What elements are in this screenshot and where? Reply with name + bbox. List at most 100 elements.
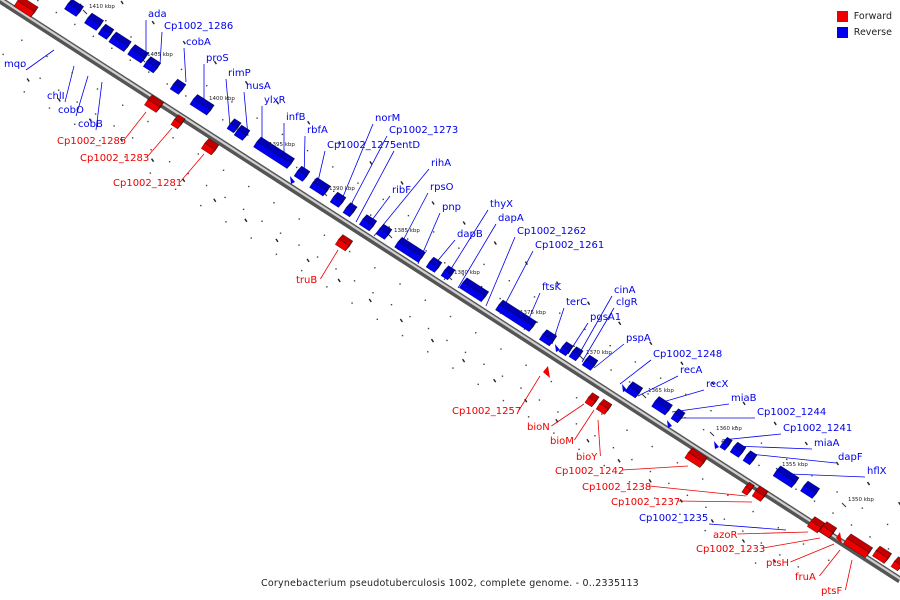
guide-dot (575, 423, 578, 425)
guide-dot (752, 510, 754, 513)
guide-dot (382, 198, 384, 201)
guide-dot (446, 339, 448, 342)
kbp-tick-label: 1395 kbp (269, 142, 295, 148)
leader-line (845, 559, 853, 591)
track-tick (586, 438, 590, 443)
guide-dot (802, 543, 805, 545)
track-tick (151, 20, 155, 25)
track-tick (430, 338, 435, 343)
guide-dot (828, 559, 830, 561)
guide-dot (92, 35, 95, 38)
guide-dot (758, 464, 760, 467)
guide-dot (113, 125, 115, 127)
guide-dot (452, 367, 454, 369)
guide-dot (174, 188, 177, 191)
gene-label-rpso: rpsO (430, 182, 454, 193)
guide-dot (679, 513, 681, 516)
guide-dot (475, 332, 477, 334)
guide-dot (388, 226, 390, 228)
kbp-tick-label: 1380 kbp (454, 270, 480, 276)
gene-label-cobb: cobB (78, 119, 103, 130)
guide-dot (261, 220, 263, 222)
leader-line (763, 537, 821, 549)
leader-line (789, 473, 866, 478)
guide-dot (813, 500, 816, 502)
kbp-tick-label: 1385 kbp (394, 228, 420, 234)
feature-face (375, 228, 389, 240)
guide-dot (702, 428, 705, 431)
guide-dot (594, 435, 596, 437)
guide-dot (200, 204, 202, 207)
gene-label-cp1002_1244: Cp1002_1244 (757, 407, 826, 418)
guide-dot (357, 182, 359, 184)
guide-dot (449, 315, 452, 318)
guide-dot (710, 409, 712, 412)
guide-dot (631, 458, 633, 461)
guide-dot (296, 166, 298, 169)
guide-dot (369, 214, 372, 216)
feature-face (772, 470, 796, 488)
leader-line (320, 249, 339, 280)
forward-gene-feature (584, 392, 600, 408)
gene-label-cp1002_1257: Cp1002_1257 (452, 406, 521, 417)
guide-dot (300, 269, 303, 272)
reverse-gene-feature (189, 94, 215, 116)
track-tick (399, 318, 403, 323)
guide-dot (306, 149, 309, 152)
guide-dot (573, 345, 575, 347)
kbp-tick-label: 1350 kbp (848, 497, 874, 503)
track-tick (648, 478, 652, 483)
feature-face (719, 441, 729, 451)
guide-dot (704, 529, 706, 532)
guide-dot (729, 546, 732, 548)
track-tick (369, 160, 373, 165)
track-tick (368, 298, 372, 303)
guide-dot (172, 137, 174, 139)
track-tick (244, 218, 248, 223)
gene-label-norm: norM (375, 113, 400, 124)
guide-dot (651, 445, 653, 448)
leader-line (64, 65, 75, 103)
guide-dot (121, 104, 124, 106)
guide-dot (124, 156, 126, 158)
guide-dot (129, 59, 131, 61)
track-tick (431, 201, 435, 205)
leader-line (619, 359, 652, 385)
gene-label-chli: chlI (47, 91, 65, 102)
track-tick (618, 321, 622, 326)
feature-face (584, 396, 596, 408)
reverse-gene-feature (440, 265, 456, 281)
guide-dot (298, 218, 300, 220)
feature-face (64, 3, 80, 17)
reverse-gene-feature (558, 341, 574, 357)
track-tick (649, 341, 653, 346)
leader-line (75, 75, 89, 117)
gene-label-biom: bioM (550, 436, 574, 447)
guide-dot (754, 562, 757, 564)
guide-dot (99, 139, 101, 142)
guide-dot (721, 440, 723, 443)
gene-label-dapb: dapB (457, 229, 483, 240)
reverse-gene-feature (329, 191, 347, 208)
guide-dot (250, 237, 252, 239)
guide-dot (149, 172, 152, 174)
guide-dot (323, 234, 326, 236)
reverse-gene-feature (226, 118, 242, 134)
feature-face (108, 36, 128, 52)
gene-label-cp1002_1242: Cp1002_1242 (555, 466, 624, 477)
guide-dot (742, 530, 744, 532)
feature-face (595, 403, 609, 415)
reverse-gene-feature (425, 256, 443, 273)
track-tick (182, 40, 186, 45)
gene-label-cp1002_1238: Cp1002_1238 (582, 482, 651, 493)
guide-dot (603, 464, 605, 467)
track-tick (710, 519, 714, 523)
feature-face (800, 485, 816, 499)
guide-dot (538, 399, 541, 401)
guide-dot (575, 397, 578, 399)
reverse-gene-feature (342, 202, 358, 218)
gene-label-ptsh: ptsH (766, 558, 789, 569)
gene-label-cp1002_1286: Cp1002_1286 (164, 21, 233, 32)
feature-face (170, 118, 182, 130)
reverse-gene-feature (624, 381, 644, 399)
